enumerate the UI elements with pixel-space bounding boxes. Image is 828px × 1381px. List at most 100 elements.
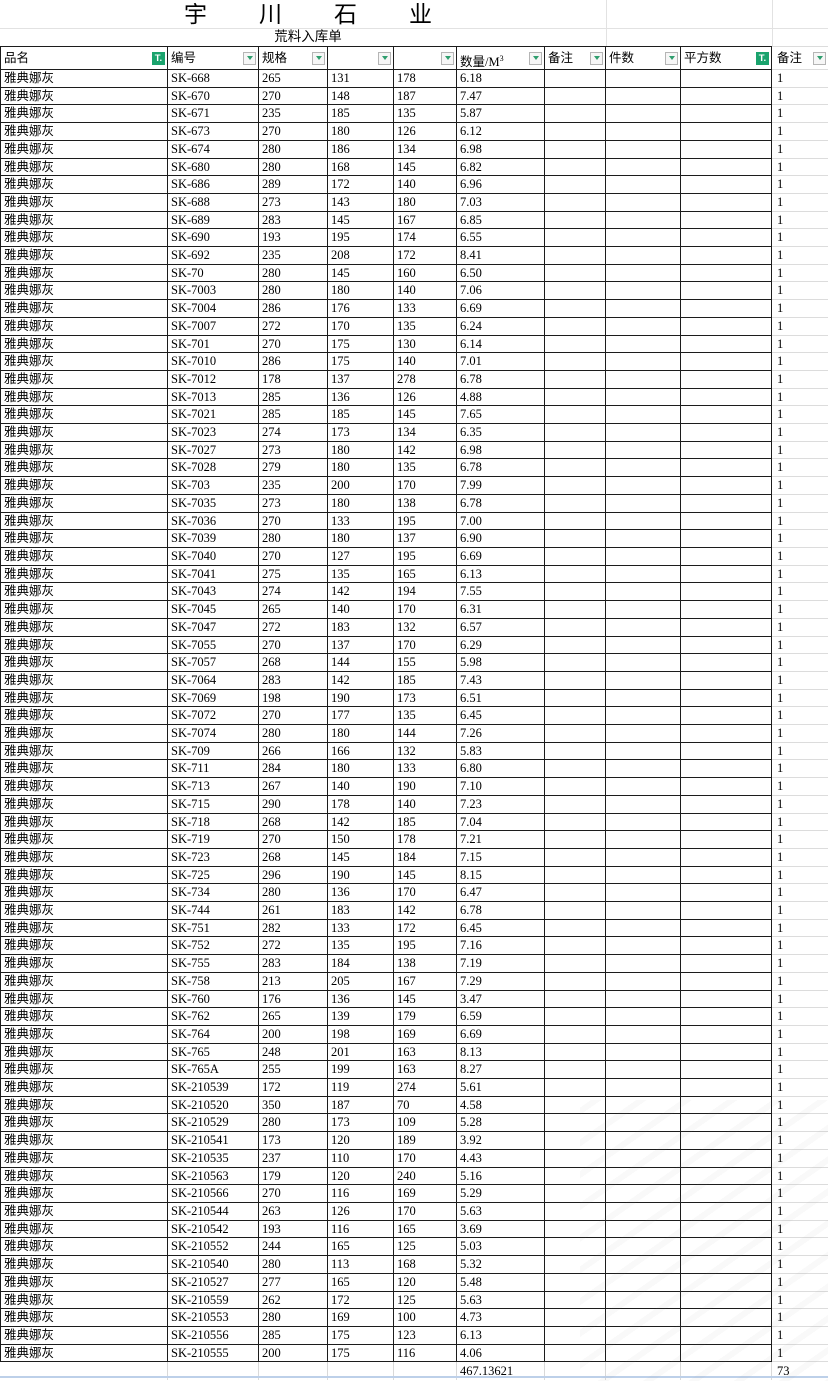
cell-quantity[interactable]: 5.16 (457, 1167, 545, 1186)
cell-remark-1[interactable] (545, 1043, 606, 1062)
cell-remark-1[interactable] (545, 1326, 606, 1345)
cell-code[interactable]: SK-725 (168, 866, 259, 885)
cell-spec-2[interactable]: 140 (328, 601, 394, 619)
cell-square-meters[interactable] (681, 813, 772, 832)
cell-remark-1[interactable] (545, 158, 606, 177)
cell-quantity[interactable]: 6.59 (457, 1008, 545, 1026)
cell-remark-1[interactable] (545, 601, 606, 619)
cell-remark-1[interactable] (545, 406, 606, 425)
total-row-count[interactable]: 73 (777, 1364, 790, 1379)
cell-remark-1[interactable] (545, 1114, 606, 1133)
cell-spec-1[interactable]: 193 (259, 1220, 328, 1239)
cell-spec-3[interactable]: 140 (394, 176, 457, 194)
dropdown-icon[interactable] (590, 51, 603, 65)
cell-remark-2[interactable]: 1 (772, 70, 828, 88)
cell-spec-3[interactable]: 145 (394, 406, 457, 425)
cell-square-meters[interactable] (681, 1025, 772, 1044)
cell-remark-1[interactable] (545, 742, 606, 761)
cell-remark-2[interactable]: 1 (772, 1221, 828, 1239)
cell-product-name[interactable]: 雅典娜灰 (0, 1043, 168, 1062)
cell-code[interactable]: SK-210542 (168, 1220, 259, 1239)
cell-spec-3[interactable]: 116 (394, 1344, 457, 1363)
cell-quantity[interactable]: 5.03 (457, 1238, 545, 1257)
cell-quantity[interactable]: 6.18 (457, 70, 545, 88)
cell-square-meters[interactable] (681, 902, 772, 920)
total-empty-cell[interactable] (394, 1362, 457, 1381)
cell-code[interactable]: SK-7069 (168, 689, 259, 708)
cell-square-meters[interactable] (681, 388, 772, 407)
cell-remark-2[interactable]: 1 (772, 459, 828, 478)
cell-piece-count[interactable] (606, 618, 681, 637)
cell-product-name[interactable]: 雅典娜灰 (0, 760, 168, 779)
cell-spec-3[interactable]: 165 (394, 565, 457, 584)
cell-quantity[interactable]: 5.98 (457, 654, 545, 672)
cell-spec-3[interactable]: 160 (394, 264, 457, 283)
header-remark-2[interactable]: 备注 (772, 46, 828, 70)
cell-quantity[interactable]: 6.35 (457, 424, 545, 442)
cell-spec-1[interactable]: 270 (259, 512, 328, 531)
cell-product-name[interactable]: 雅典娜灰 (0, 247, 168, 265)
cell-square-meters[interactable] (681, 707, 772, 726)
cell-spec-2[interactable]: 176 (328, 300, 394, 318)
cell-remark-1[interactable] (545, 1273, 606, 1292)
cell-product-name[interactable]: 雅典娜灰 (0, 1167, 168, 1186)
cell-square-meters[interactable] (681, 1344, 772, 1363)
cell-piece-count[interactable] (606, 300, 681, 318)
cell-remark-2[interactable]: 1 (772, 937, 828, 956)
cell-spec-3[interactable]: 174 (394, 229, 457, 248)
cell-square-meters[interactable] (681, 1203, 772, 1221)
cell-spec-2[interactable]: 172 (328, 176, 394, 194)
cell-quantity[interactable]: 6.78 (457, 459, 545, 478)
cell-remark-2[interactable]: 1 (772, 123, 828, 141)
cell-spec-3[interactable]: 120 (394, 1273, 457, 1292)
cell-spec-3[interactable]: 163 (394, 1043, 457, 1062)
cell-spec-2[interactable]: 120 (328, 1132, 394, 1150)
cell-product-name[interactable]: 雅典娜灰 (0, 140, 168, 159)
cell-spec-3[interactable]: 180 (394, 193, 457, 212)
cell-spec-2[interactable]: 180 (328, 459, 394, 478)
header-spec-3[interactable] (394, 46, 457, 70)
cell-quantity[interactable]: 6.78 (457, 902, 545, 920)
cell-quantity[interactable]: 7.23 (457, 795, 545, 814)
cell-code[interactable]: SK-744 (168, 902, 259, 920)
cell-spec-1[interactable]: 200 (259, 1025, 328, 1044)
cell-spec-3[interactable]: 167 (394, 972, 457, 991)
cell-spec-1[interactable]: 268 (259, 813, 328, 832)
cell-spec-1[interactable]: 280 (259, 1309, 328, 1327)
cell-remark-2[interactable]: 1 (772, 336, 828, 354)
cell-remark-1[interactable] (545, 1025, 606, 1044)
cell-spec-1[interactable]: 237 (259, 1149, 328, 1168)
cell-square-meters[interactable] (681, 1008, 772, 1026)
cell-piece-count[interactable] (606, 1132, 681, 1150)
cell-remark-2[interactable]: 1 (772, 955, 828, 973)
cell-remark-2[interactable]: 1 (772, 583, 828, 602)
cell-product-name[interactable]: 雅典娜灰 (0, 1238, 168, 1257)
cell-spec-3[interactable]: 138 (394, 494, 457, 513)
cell-spec-3[interactable]: 170 (394, 601, 457, 619)
cell-code[interactable]: SK-734 (168, 884, 259, 903)
cell-remark-2[interactable]: 1 (772, 1274, 828, 1292)
cell-remark-2[interactable]: 1 (772, 389, 828, 407)
cell-spec-3[interactable]: 109 (394, 1114, 457, 1133)
cell-spec-3[interactable]: 100 (394, 1309, 457, 1327)
cell-remark-2[interactable]: 1 (772, 1256, 828, 1274)
cell-spec-1[interactable]: 286 (259, 353, 328, 371)
cell-spec-2[interactable]: 119 (328, 1079, 394, 1097)
cell-square-meters[interactable] (681, 1220, 772, 1239)
cell-product-name[interactable]: 雅典娜灰 (0, 1309, 168, 1327)
cell-remark-2[interactable]: 1 (772, 548, 828, 566)
cell-remark-2[interactable]: 1 (772, 212, 828, 230)
cell-piece-count[interactable] (606, 123, 681, 141)
cell-remark-2[interactable]: 1 (772, 566, 828, 584)
cell-spec-2[interactable]: 178 (328, 795, 394, 814)
cell-remark-2[interactable]: 1 (772, 495, 828, 513)
cell-remark-1[interactable] (545, 459, 606, 478)
cell-quantity[interactable]: 5.32 (457, 1256, 545, 1274)
cell-product-name[interactable]: 雅典娜灰 (0, 282, 168, 301)
cell-code[interactable]: SK-210541 (168, 1132, 259, 1150)
cell-square-meters[interactable] (681, 494, 772, 513)
cell-remark-1[interactable] (545, 884, 606, 903)
cell-spec-3[interactable]: 132 (394, 618, 457, 637)
cell-remark-2[interactable]: 1 (772, 601, 828, 619)
dropdown-icon[interactable] (813, 51, 826, 65)
